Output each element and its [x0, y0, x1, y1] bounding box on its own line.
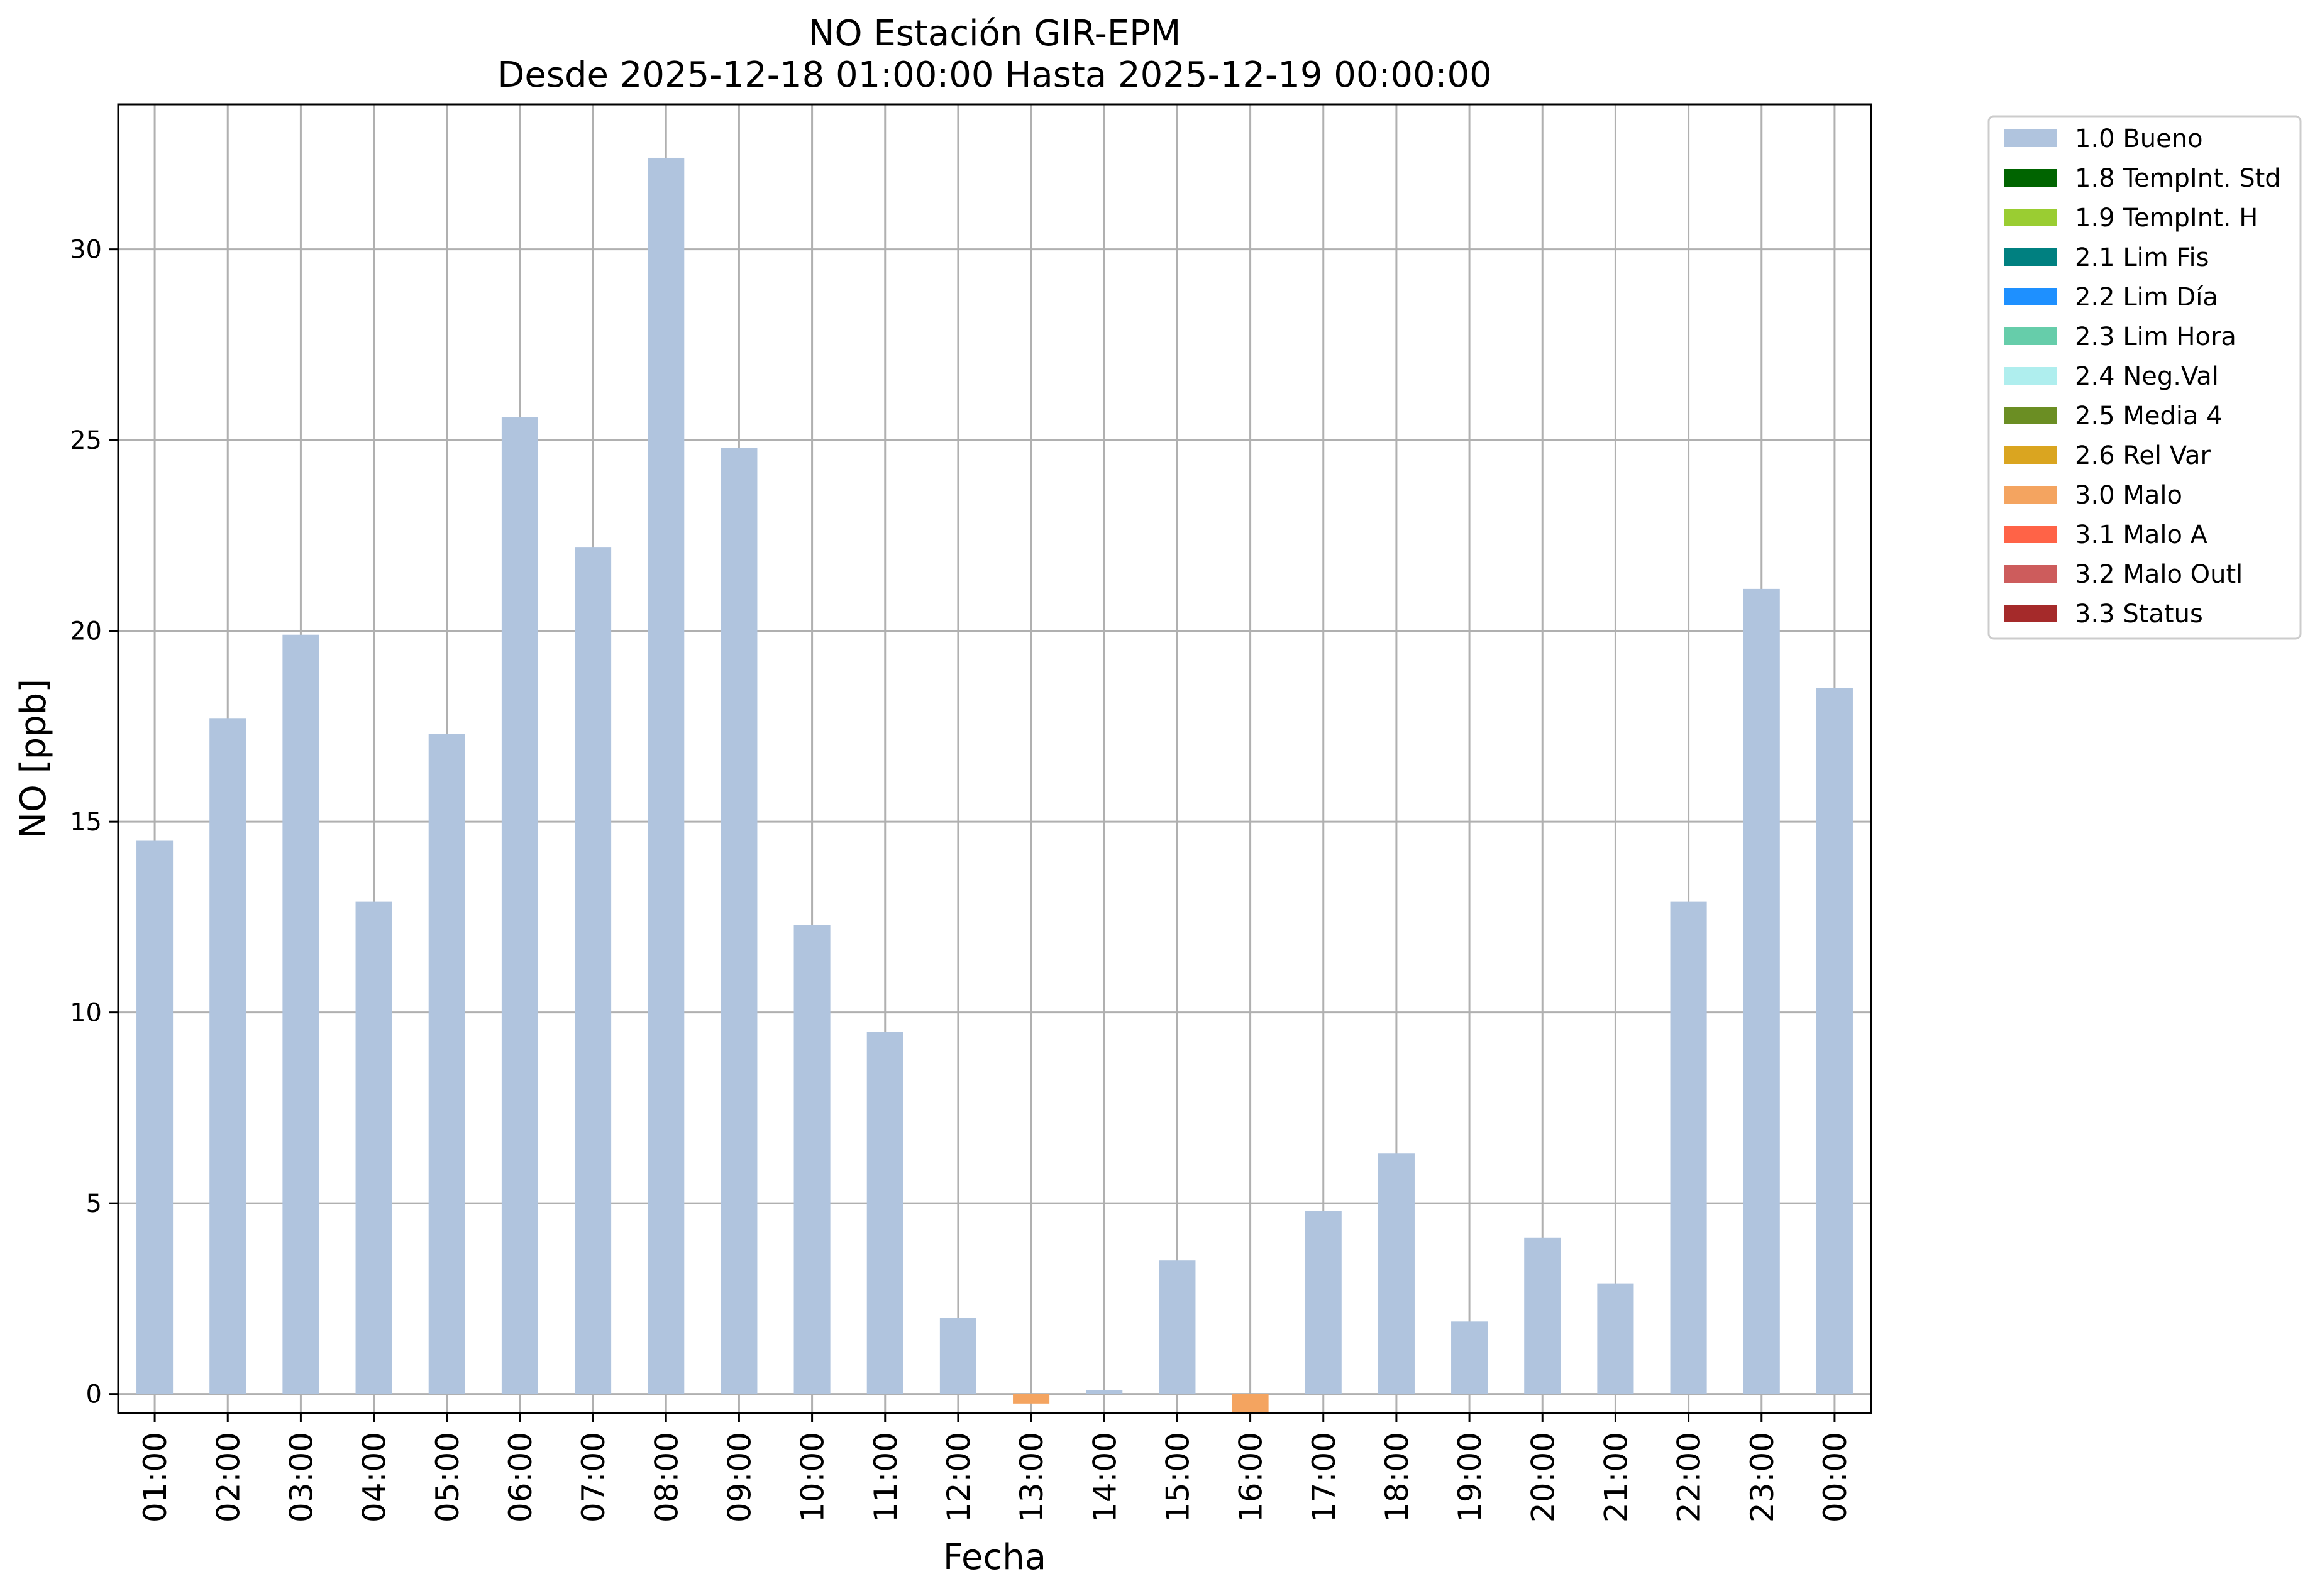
- legend-swatch: [2004, 565, 2057, 583]
- legend-label: 1.9 TempInt. H: [2075, 204, 2258, 233]
- x-tick-label: 02:00: [210, 1432, 246, 1522]
- bar-0500: [428, 734, 465, 1394]
- bar-1400: [1086, 1390, 1123, 1394]
- x-tick-label: 12:00: [941, 1432, 977, 1522]
- y-tick-label: 30: [70, 236, 102, 265]
- bar-1700: [1305, 1211, 1342, 1394]
- x-tick-label: 13:00: [1014, 1432, 1050, 1522]
- x-tick-label: 14:00: [1086, 1432, 1123, 1522]
- legend-label: 2.3 Lim Hora: [2075, 322, 2236, 351]
- bar-1200: [939, 1318, 976, 1394]
- x-tick-label: 22:00: [1671, 1432, 1708, 1522]
- x-tick-label: 17:00: [1306, 1432, 1342, 1522]
- legend-label: 2.4 Neg.Val: [2075, 362, 2219, 391]
- bar-0400: [355, 901, 392, 1394]
- x-tick-label: 05:00: [429, 1432, 466, 1522]
- x-tick-label: 15:00: [1159, 1432, 1196, 1522]
- x-tick-label: 00:00: [1817, 1432, 1854, 1522]
- plot-frame: [117, 103, 1872, 1414]
- bar-1900: [1451, 1321, 1488, 1394]
- legend-label: 1.0 Bueno: [2075, 124, 2203, 153]
- x-tick-label: 23:00: [1744, 1432, 1781, 1522]
- legend-swatch: [2004, 407, 2057, 424]
- chart-subtitle: Desde 2025-12-18 01:00:00 Hasta 2025-12-…: [497, 55, 1492, 96]
- bar-1800: [1378, 1153, 1415, 1394]
- legend-frame: [1987, 115, 2302, 640]
- x-tick-label: 01:00: [137, 1432, 174, 1522]
- x-tick-label: 09:00: [721, 1432, 758, 1522]
- xticks-layer: 01:00 02:00 03:00 04:00 05:00 06:00 07:00 08:00…: [137, 1413, 1854, 1522]
- legend-swatch: [2004, 327, 2057, 345]
- legend-swatch: [2004, 605, 2057, 622]
- bar-0000: [1816, 688, 1853, 1394]
- y-tick-label: 10: [70, 999, 102, 1028]
- bar-2200: [1670, 901, 1707, 1394]
- x-tick-label: 07:00: [575, 1432, 612, 1522]
- x-tick-label: 06:00: [502, 1432, 539, 1522]
- legend-label: 3.1 Malo A: [2075, 520, 2208, 549]
- bar-0200: [209, 718, 246, 1394]
- bar-0700: [575, 547, 612, 1394]
- yticks-layer: 0 5 10 15 20 25 30: [70, 236, 118, 1409]
- x-tick-label: 21:00: [1598, 1432, 1634, 1522]
- x-axis-title: Fecha: [943, 1537, 1046, 1578]
- x-tick-label: 16:00: [1233, 1432, 1269, 1522]
- y-tick-label: 0: [86, 1380, 102, 1409]
- legend-label: 1.8 TempInt. Std: [2075, 164, 2281, 193]
- legend-swatch: [2004, 209, 2057, 226]
- bar-0800: [648, 157, 685, 1394]
- chart-title: NO Estación GIR-EPM: [809, 13, 1181, 54]
- legend-swatch: [2004, 169, 2057, 187]
- legend-label: 2.1 Lim Fis: [2075, 243, 2209, 272]
- legend-swatch: [2004, 129, 2057, 147]
- bar-1500: [1159, 1260, 1196, 1394]
- legend-swatch: [2004, 367, 2057, 385]
- bar-1000: [793, 925, 831, 1394]
- x-tick-label: 10:00: [795, 1432, 831, 1522]
- bar-2100: [1597, 1283, 1634, 1394]
- y-axis-title: NO [ppb]: [13, 679, 54, 839]
- bar-1100: [866, 1032, 903, 1394]
- legend-label: 3.3 Status: [2075, 600, 2203, 629]
- bar-1600: [1232, 1394, 1269, 1413]
- legend-swatch: [2004, 526, 2057, 543]
- x-tick-label: 19:00: [1452, 1432, 1488, 1522]
- y-tick-label: 15: [70, 808, 102, 837]
- bar-0600: [501, 417, 538, 1394]
- legend-label: 2.6 Rel Var: [2075, 441, 2211, 470]
- legend-label: 3.2 Malo Outl: [2075, 560, 2243, 589]
- x-tick-label: 08:00: [648, 1432, 685, 1522]
- x-tick-label: 18:00: [1379, 1432, 1415, 1522]
- y-tick-label: 5: [86, 1189, 102, 1218]
- legend-swatch: [2004, 248, 2057, 266]
- legend-swatch: [2004, 486, 2057, 504]
- y-tick-label: 20: [70, 617, 102, 646]
- bar-0100: [136, 840, 174, 1394]
- bar-0300: [282, 634, 319, 1394]
- bar-2000: [1524, 1237, 1561, 1394]
- bar-2300: [1743, 588, 1780, 1394]
- bars-layer: [136, 157, 1853, 1413]
- legend-label: 2.5 Media 4: [2075, 402, 2223, 431]
- legend: 1.0 Bueno 1.8 TempInt. Std 1.9 TempInt. H 2…: [1987, 115, 2302, 640]
- x-tick-label: 11:00: [868, 1432, 904, 1522]
- legend-label: 2.2 Lim Día: [2075, 283, 2218, 312]
- x-tick-label: 03:00: [283, 1432, 319, 1522]
- x-tick-label: 20:00: [1525, 1432, 1561, 1522]
- legend-swatch: [2004, 288, 2057, 305]
- legend-swatch: [2004, 446, 2057, 464]
- bar-1300: [1013, 1394, 1050, 1404]
- y-tick-label: 25: [70, 426, 102, 455]
- x-tick-label: 04:00: [356, 1432, 393, 1522]
- legend-label: 3.0 Malo: [2075, 481, 2182, 510]
- bar-0900: [721, 448, 758, 1394]
